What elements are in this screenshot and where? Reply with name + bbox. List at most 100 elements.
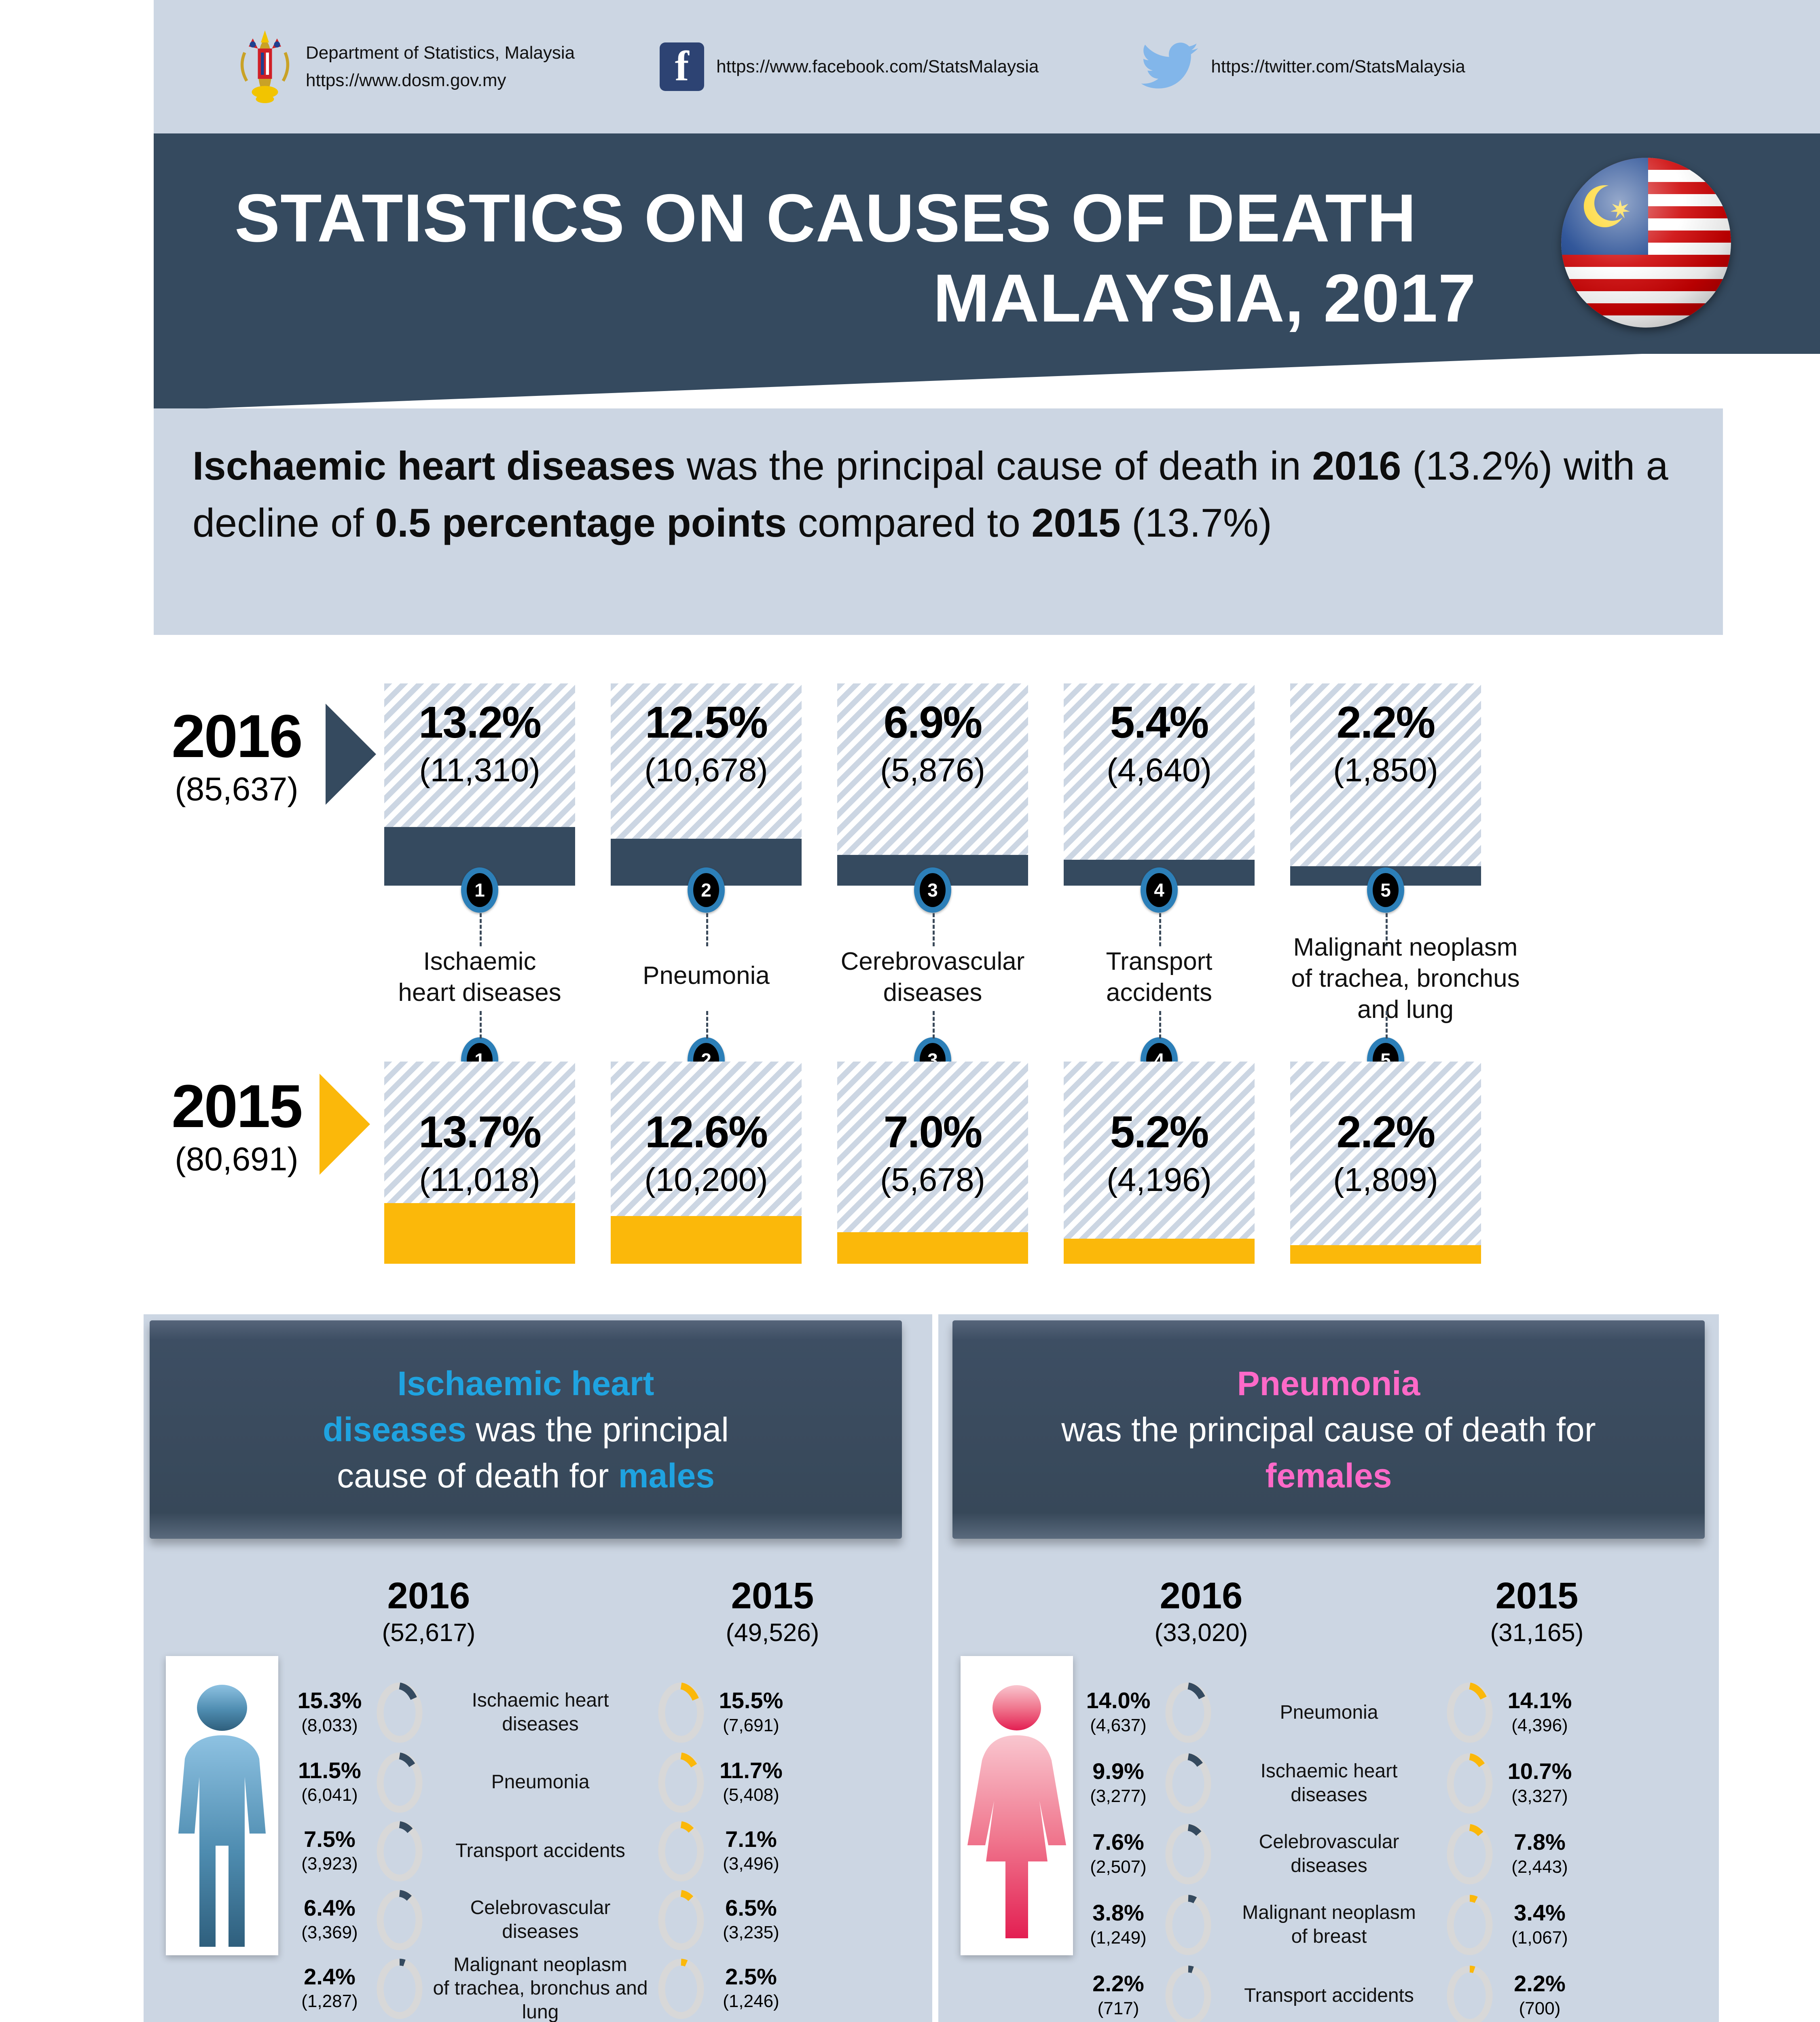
female-year-2016: 2016 (33,020) — [1128, 1577, 1274, 1650]
bar-2016-5-text: 2.2% (1,850) — [1290, 700, 1481, 791]
female-header-text: was the principal cause of death for — [1061, 1410, 1596, 1449]
male-panel-header: Ischaemic heart diseases was the princip… — [150, 1320, 902, 1539]
female-2016-value-3: 7.6% (2,507) — [1072, 1830, 1165, 1878]
year-label-2016: 2016 (85,637) — [150, 706, 324, 810]
female-2015-value-2: 10.7% (3,327) — [1493, 1759, 1586, 1807]
female-2015-count-3: (2,443) — [1511, 1857, 1568, 1877]
bar-2015-4-count: (4,196) — [1107, 1161, 1212, 1198]
male-row-2: 11.5% (6,041) Pneumonia 11.7% (5,408) — [283, 1747, 914, 1818]
female-header-gender: females — [1265, 1457, 1392, 1495]
male-2016-pct-3: 7.5% — [304, 1826, 356, 1852]
female-2015-count-2: (3,327) — [1511, 1786, 1568, 1806]
rank-badge-2016-5-value: 5 — [1373, 873, 1399, 907]
male-2015-pct-4: 6.5% — [725, 1895, 777, 1920]
male-figure-card — [166, 1656, 278, 1955]
facebook-url[interactable]: https://www.facebook.com/StatsMalaysia — [716, 57, 1039, 76]
male-2015-donut-1 — [658, 1682, 705, 1743]
male-2016-count-1: (8,033) — [301, 1715, 358, 1735]
male-2015-pct-1: 15.5% — [719, 1688, 783, 1713]
male-header-cause-1: Ischaemic heart — [397, 1364, 654, 1402]
male-year-2016-value: 2016 — [387, 1575, 470, 1616]
bar-2015-4-text: 5.2% (4,196) — [1064, 1110, 1255, 1201]
male-2015-donut-4 — [658, 1890, 705, 1950]
bar-2016-2-text: 12.5% (10,678) — [611, 700, 802, 791]
female-2015-count-5: (700) — [1519, 1998, 1561, 2018]
female-2015-count-4: (1,067) — [1511, 1927, 1568, 1948]
male-2016-value-3: 7.5% (3,923) — [283, 1827, 376, 1875]
cause-label-5: Malignant neoplasm of trachea, bronchus an… — [1291, 933, 1520, 1024]
male-2015-value-3: 7.1% (3,496) — [705, 1827, 798, 1875]
female-cause-label-4: Malignant neoplasm of breast — [1242, 1902, 1416, 1947]
rank-badge-2016-5: 5 — [1367, 867, 1404, 913]
male-2015-count-4: (3,235) — [723, 1923, 779, 1943]
female-figure-card — [961, 1656, 1073, 1955]
male-2016-value-4: 6.4% (3,369) — [283, 1896, 376, 1944]
bar-2016-3-count: (5,876) — [880, 752, 985, 789]
male-2016-donut-5 — [376, 1959, 423, 2019]
bar-2016-1-text: 13.2% (11,310) — [384, 700, 575, 791]
dosm-text-block: Department of Statistics, Malaysia https… — [306, 39, 575, 94]
cause-label-1: Ischaemic heart diseases — [398, 948, 561, 1007]
intro-cause: Ischaemic heart diseases — [193, 443, 676, 488]
female-2015-pct-5: 2.2% — [1514, 1971, 1566, 1997]
female-2016-value-4: 3.8% (1,249) — [1072, 1901, 1165, 1949]
male-2016-donut-3 — [376, 1821, 423, 1882]
female-cause-label-3: Celebrovascular diseases — [1259, 1831, 1399, 1876]
male-header-text-1: was the principal — [466, 1410, 729, 1449]
male-2015-value-1: 15.5% (7,691) — [705, 1688, 798, 1736]
bar-2016-5-count: (1,850) — [1333, 752, 1438, 789]
female-2016-donut-4 — [1165, 1895, 1212, 1955]
twitter-icon[interactable] — [1140, 42, 1200, 92]
male-2015-donut-3 — [658, 1821, 705, 1882]
female-2015-donut-4 — [1446, 1895, 1493, 1955]
male-2016-pct-1: 15.3% — [297, 1688, 362, 1713]
bar-2015-2: 12.6% (10,200) — [611, 1062, 802, 1264]
dosm-website[interactable]: https://www.dosm.gov.my — [306, 70, 506, 90]
female-2016-donut-2 — [1165, 1753, 1212, 1814]
bar-2016-1-count: (11,310) — [419, 752, 540, 789]
bar-2015-2-pct: 12.6% — [645, 1107, 768, 1157]
male-cause-label-4: Celebrovascular diseases — [470, 1897, 611, 1942]
bar-2015-3-pct: 7.0% — [883, 1107, 983, 1157]
male-total-2015: (49,526) — [726, 1619, 819, 1647]
female-2016-donut-3 — [1165, 1824, 1212, 1885]
female-2016-pct-3: 7.6% — [1092, 1829, 1144, 1855]
dosm-name: Department of Statistics, Malaysia — [306, 42, 575, 63]
female-2016-pct-5: 2.2% — [1092, 1971, 1144, 1997]
male-2016-value-5: 2.4% (1,287) — [283, 1965, 376, 2013]
leader-2015-5 — [1386, 1011, 1388, 1038]
female-row-2: 9.9% (3,277) Ischaemic heart diseases 10.… — [1072, 1747, 1703, 1820]
year-label-2015: 2015 (80,691) — [150, 1076, 324, 1180]
male-header-gender: males — [618, 1457, 715, 1495]
female-2016-pct-4: 3.8% — [1092, 1900, 1144, 1926]
year-2015-total: (80,691) — [175, 1141, 298, 1178]
male-2016-donut-1 — [376, 1682, 423, 1743]
female-panel-header: Pneumonia was the principal cause of dea… — [952, 1320, 1705, 1539]
leader-2016-4 — [1159, 913, 1161, 946]
leader-2015-1 — [480, 1011, 482, 1038]
bar-2015-2-fill — [611, 1216, 802, 1264]
bar-2016-1-pct: 13.2% — [419, 698, 542, 747]
female-2015-pct-3: 7.8% — [1514, 1829, 1566, 1855]
male-2016-pct-5: 2.4% — [304, 1963, 356, 1989]
bar-2015-5-text: 2.2% (1,809) — [1290, 1110, 1481, 1201]
bar-2016-4-count: (4,640) — [1107, 752, 1212, 789]
male-2015-donut-5 — [658, 1959, 705, 2019]
female-2016-count-4: (1,249) — [1090, 1927, 1147, 1948]
page-title: STATISTICS ON CAUSES OF DEATH MALAYSIA, … — [235, 178, 1476, 338]
bar-2015-3-fill — [837, 1232, 1028, 1264]
rank-badge-2016-2: 2 — [688, 867, 725, 913]
bar-2016-5-pct: 2.2% — [1336, 698, 1436, 747]
female-row-5: 2.2% (717) Transport accidents 2.2% (700… — [1072, 1959, 1703, 2022]
rank-badge-2016-4: 4 — [1141, 867, 1178, 913]
bar-2015-4-pct: 5.2% — [1110, 1107, 1209, 1157]
female-row-4: 3.8% (1,249) Malignant neoplasm of breast… — [1072, 1889, 1703, 1961]
male-row-4: 6.4% (3,369) Celebrovascular diseases 6.5… — [283, 1885, 914, 1955]
bar-2016-2: 12.5% (10,678) — [611, 683, 802, 886]
female-2016-donut-1 — [1165, 1682, 1212, 1743]
female-2016-count-2: (3,277) — [1090, 1786, 1147, 1806]
intro-text-4: (13.7%) — [1120, 500, 1272, 545]
facebook-icon[interactable] — [660, 42, 705, 91]
twitter-url[interactable]: https://twitter.com/StatsMalaysia — [1211, 57, 1465, 76]
female-2016-pct-1: 14.0% — [1086, 1688, 1151, 1713]
